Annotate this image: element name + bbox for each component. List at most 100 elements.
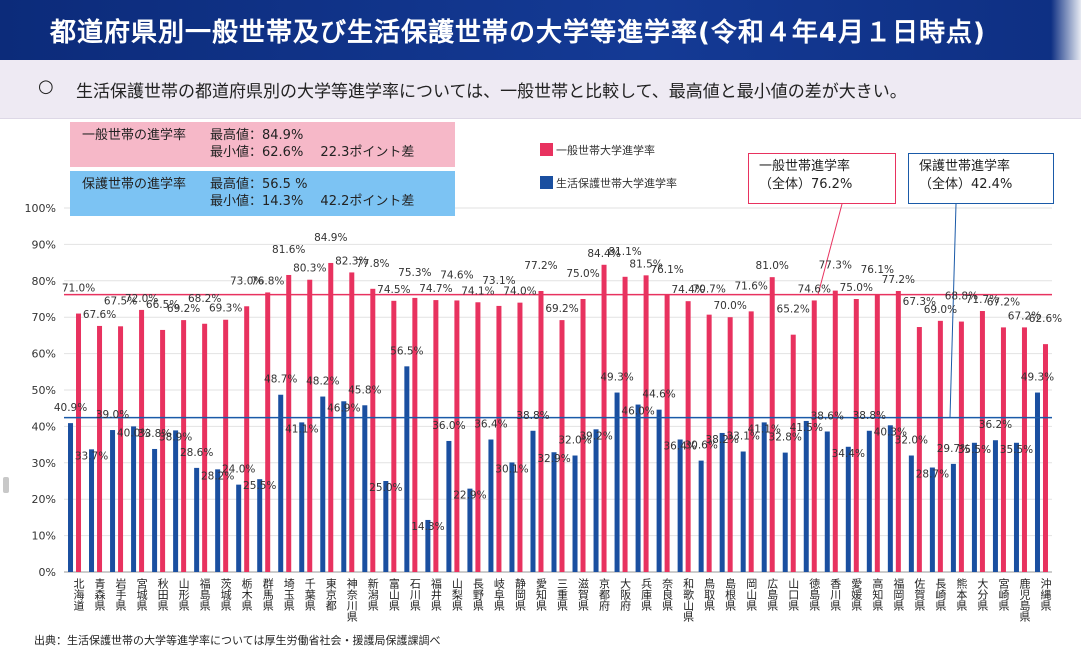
data-label-general: 73.0% — [230, 275, 263, 287]
bar-general — [202, 323, 208, 572]
bar-welfare — [824, 431, 830, 572]
bar-welfare — [68, 423, 74, 572]
bar-general — [706, 314, 712, 572]
welfare-callout-line1: 保護世帯進学率 — [919, 159, 1011, 174]
bar-welfare — [761, 422, 767, 572]
x-tick-label: 秋田県 — [156, 577, 169, 612]
bar-general — [307, 279, 313, 572]
bar-welfare — [1013, 442, 1019, 572]
bar-general — [118, 326, 124, 572]
bar-general — [811, 300, 817, 572]
bar-general — [139, 309, 145, 572]
bar-welfare — [551, 452, 557, 572]
data-label-welfare: 33.7% — [75, 450, 108, 462]
data-label-general: 74.5% — [377, 284, 410, 296]
legend-swatch-welfare — [540, 176, 553, 189]
bar-welfare — [992, 440, 998, 572]
x-tick-label: 山梨県 — [450, 578, 463, 612]
data-label-general: 74.1% — [461, 285, 494, 297]
bar-general — [391, 300, 397, 572]
data-label-welfare: 32.9% — [537, 453, 570, 465]
data-label-welfare: 41.1% — [285, 423, 318, 435]
x-tick-label: 岡山県 — [745, 578, 758, 612]
x-tick-label: 大阪府 — [619, 577, 632, 612]
y-tick-label: 30% — [32, 457, 56, 470]
bar-welfare — [929, 467, 935, 572]
x-tick-label: 高知県 — [871, 577, 884, 612]
data-label-welfare: 38.6% — [811, 410, 844, 422]
bar-welfare — [635, 404, 641, 572]
x-tick-label: 福島県 — [198, 577, 211, 612]
data-label-welfare: 48.2% — [306, 376, 339, 388]
general-overall-callout: 一般世帯進学率 （全体）76.2% — [748, 153, 896, 204]
data-label-welfare: 44.6% — [642, 389, 675, 401]
x-tick-label: 東京都 — [324, 578, 337, 611]
x-tick-label: 和歌山県 — [682, 578, 695, 623]
bar-welfare — [299, 422, 305, 572]
data-label-general: 75.3% — [398, 267, 431, 279]
bar-welfare — [908, 455, 914, 572]
title-bar-fade — [1051, 0, 1081, 60]
x-tick-label: 島根県 — [724, 577, 737, 612]
bar-welfare — [362, 405, 368, 572]
data-label-welfare: 30.1% — [495, 463, 528, 475]
data-label-general: 75.0% — [566, 268, 599, 280]
x-tick-label: 神奈川県 — [345, 577, 358, 623]
bar-welfare — [173, 430, 179, 572]
data-label-general: 84.4% — [587, 248, 620, 260]
x-tick-label: 青森県 — [93, 578, 106, 612]
x-tick-label: 三重県 — [556, 578, 569, 612]
x-tick-label: 徳島県 — [808, 578, 821, 612]
x-tick-label: 富山県 — [387, 577, 400, 612]
data-label-general: 70.7% — [692, 284, 725, 296]
bar-general — [790, 334, 796, 572]
bar-general — [643, 275, 649, 572]
data-label-general: 69.0% — [924, 304, 957, 316]
bar-general — [286, 274, 292, 572]
bar-welfare — [152, 448, 158, 572]
general-callout-line1: 一般世帯進学率 — [759, 159, 851, 174]
data-label-welfare: 28.7% — [916, 469, 949, 481]
bar-general — [916, 327, 922, 572]
x-tick-label: 千葉県 — [303, 578, 316, 612]
y-tick-label: 70% — [32, 311, 56, 324]
data-label-welfare: 32.8% — [769, 432, 802, 444]
bar-general — [538, 290, 544, 572]
bar-general — [349, 272, 355, 572]
x-tick-label: 北海道 — [72, 578, 85, 611]
bar-general — [1000, 327, 1006, 572]
x-tick-label: 鳥取県 — [703, 577, 716, 612]
x-tick-label: 佐賀県 — [913, 577, 926, 612]
data-label-welfare: 35.5% — [1000, 444, 1033, 456]
data-label-general: 84.9% — [314, 232, 347, 244]
bar-welfare — [341, 401, 347, 572]
y-tick-label: 60% — [32, 348, 56, 361]
bar-general — [76, 313, 82, 572]
data-label-welfare: 40.3% — [874, 426, 907, 438]
data-label-welfare: 32.0% — [895, 435, 928, 447]
bar-general — [475, 302, 481, 572]
data-label-general: 81.6% — [272, 244, 305, 256]
x-tick-label: 茨城県 — [219, 577, 232, 612]
bar-welfare — [866, 430, 872, 572]
scroll-handle[interactable] — [3, 477, 9, 493]
x-tick-label: 石川県 — [408, 578, 421, 612]
bar-general — [454, 300, 460, 572]
bar-general — [370, 288, 376, 572]
title-bar: 都道府県別一般世帯及び生活保護世帯の大学等進学率(令和４年4月１日時点) — [0, 0, 1081, 60]
x-tick-label: 広島県 — [766, 578, 779, 612]
data-label-general: 81.5% — [629, 258, 662, 270]
bar-welfare — [236, 484, 242, 572]
x-tick-label: 静岡県 — [513, 577, 526, 612]
data-label-welfare: 38.8% — [853, 410, 886, 422]
y-tick-label: 0% — [39, 566, 56, 579]
general-stats-min: 最小値：62.6% 22.3ポイント差 — [210, 145, 415, 160]
bar-general — [874, 294, 880, 572]
data-label-general: 67.2% — [1008, 310, 1041, 322]
x-tick-label: 鹿児島県 — [1018, 577, 1031, 623]
data-label-general: 76.1% — [650, 264, 683, 276]
data-label-general: 69.2% — [545, 303, 578, 315]
bar-general — [1042, 344, 1048, 572]
bar-general — [895, 290, 901, 572]
bar-general — [832, 290, 838, 572]
